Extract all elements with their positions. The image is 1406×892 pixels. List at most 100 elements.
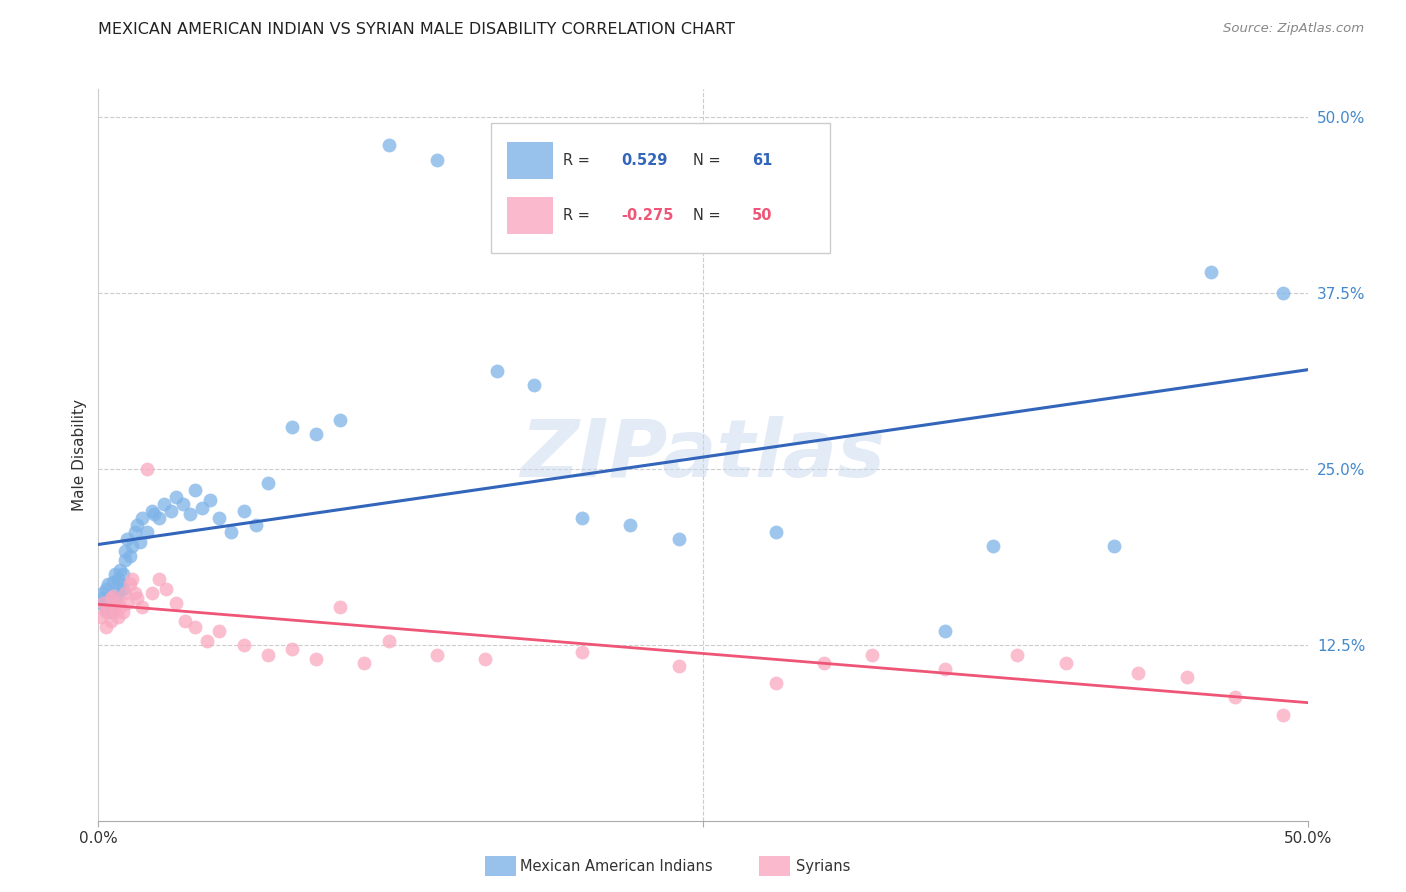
Point — [127, 591, 149, 606]
Point — [1175, 670, 1198, 684]
Point — [668, 659, 690, 673]
Point — [1128, 665, 1150, 680]
Point — [571, 511, 593, 525]
Point — [377, 633, 399, 648]
Point — [107, 609, 129, 624]
Point — [813, 656, 835, 670]
Point — [90, 596, 112, 610]
Point — [101, 589, 124, 603]
Point — [100, 589, 122, 603]
Point — [97, 602, 120, 616]
Point — [191, 501, 214, 516]
Point — [256, 648, 278, 662]
Y-axis label: Male Disability: Male Disability — [72, 399, 87, 511]
Point — [118, 549, 141, 564]
Point — [619, 518, 641, 533]
Point — [114, 543, 136, 558]
Point — [245, 518, 267, 533]
Point — [523, 377, 546, 392]
Point — [329, 599, 352, 614]
Point — [353, 656, 375, 670]
Point — [107, 586, 129, 600]
Point — [121, 539, 143, 553]
Point — [94, 582, 117, 596]
Point — [118, 577, 141, 591]
Point — [198, 492, 221, 507]
Point — [108, 599, 131, 614]
Point — [426, 153, 449, 167]
Point — [117, 533, 139, 547]
Point — [174, 614, 197, 628]
Point — [377, 138, 399, 153]
Point — [91, 596, 114, 610]
Point — [668, 533, 690, 547]
Point — [155, 582, 177, 596]
Point — [141, 586, 163, 600]
Point — [111, 567, 134, 582]
Point — [152, 497, 174, 511]
Point — [329, 413, 352, 427]
Point — [474, 652, 496, 666]
Point — [100, 606, 122, 620]
Point — [111, 582, 134, 596]
Point — [232, 638, 254, 652]
Point — [108, 563, 131, 577]
Point — [97, 596, 120, 610]
Point — [281, 642, 304, 657]
Point — [128, 535, 150, 549]
Point — [143, 507, 166, 521]
Point — [117, 596, 139, 610]
Point — [208, 624, 231, 638]
Point — [108, 577, 131, 591]
Point — [97, 577, 120, 591]
Point — [765, 675, 787, 690]
Point — [90, 609, 112, 624]
Point — [860, 648, 883, 662]
Point — [114, 586, 136, 600]
Point — [94, 602, 117, 616]
Point — [91, 591, 114, 606]
Point — [114, 553, 136, 567]
Point — [256, 476, 278, 491]
Point — [124, 586, 146, 600]
Point — [1007, 648, 1029, 662]
Point — [131, 599, 153, 614]
Text: MEXICAN AMERICAN INDIAN VS SYRIAN MALE DISABILITY CORRELATION CHART: MEXICAN AMERICAN INDIAN VS SYRIAN MALE D… — [98, 22, 735, 37]
Point — [305, 652, 328, 666]
Point — [934, 624, 956, 638]
Point — [165, 490, 187, 504]
Point — [305, 426, 328, 441]
Point — [141, 504, 163, 518]
Text: Mexican American Indians: Mexican American Indians — [520, 859, 713, 873]
Point — [107, 572, 129, 586]
Point — [179, 507, 201, 521]
Point — [160, 504, 183, 518]
Point — [1272, 708, 1295, 723]
Point — [127, 518, 149, 533]
Point — [101, 574, 124, 589]
Point — [101, 599, 124, 614]
Point — [1054, 656, 1077, 670]
Point — [104, 567, 127, 582]
Text: Syrians: Syrians — [796, 859, 851, 873]
Point — [1272, 286, 1295, 301]
Point — [165, 596, 187, 610]
Point — [184, 483, 207, 497]
Point — [184, 619, 207, 633]
Point — [124, 525, 146, 540]
Point — [765, 525, 787, 540]
Point — [195, 633, 218, 648]
Point — [100, 614, 122, 628]
Point — [91, 586, 114, 600]
Point — [934, 662, 956, 676]
Point — [94, 619, 117, 633]
Point — [121, 572, 143, 586]
Point — [148, 572, 170, 586]
Point — [107, 596, 129, 610]
Point — [104, 591, 127, 606]
Point — [104, 606, 127, 620]
Point — [148, 511, 170, 525]
Point — [172, 497, 194, 511]
Point — [208, 511, 231, 525]
Point — [135, 525, 157, 540]
